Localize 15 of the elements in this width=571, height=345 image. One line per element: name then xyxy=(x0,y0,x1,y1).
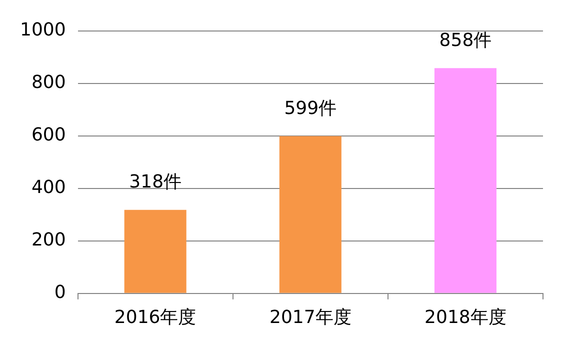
y-tick-label: 800 xyxy=(31,72,66,93)
bar xyxy=(434,68,496,293)
x-tick-label: 2017年度 xyxy=(270,306,352,328)
y-tick-label: 400 xyxy=(31,177,66,198)
y-tick-label: 600 xyxy=(31,124,66,146)
y-tick-label: 1000 xyxy=(20,19,66,40)
bar xyxy=(124,210,186,293)
data-label: 318件 xyxy=(129,172,182,193)
data-label: 858件 xyxy=(439,30,492,51)
bar xyxy=(279,136,342,293)
y-tick-label: 0 xyxy=(54,282,66,304)
x-tick-label: 2018年度 xyxy=(424,306,506,328)
y-tick-label: 200 xyxy=(31,230,66,251)
x-tick-label: 2016年度 xyxy=(114,306,196,328)
data-label: 599件 xyxy=(284,98,337,119)
